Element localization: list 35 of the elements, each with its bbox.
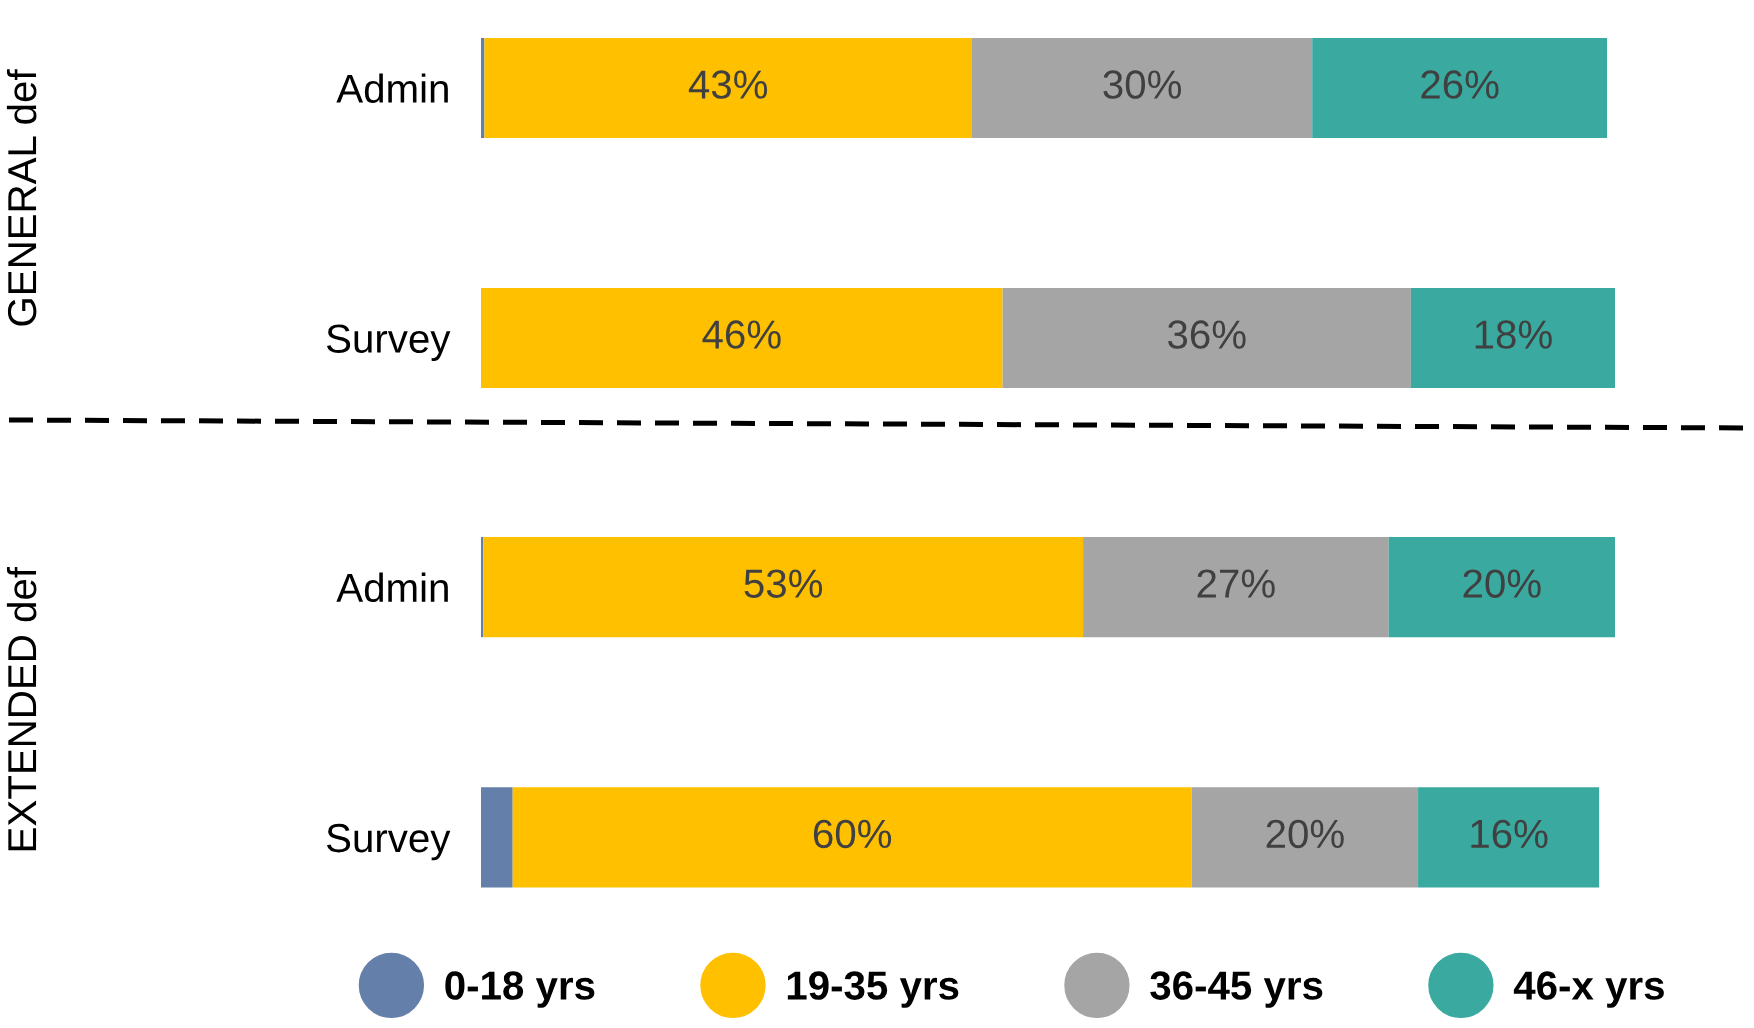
data-label: 20% (1463, 569, 1541, 598)
data-label: 60% (813, 819, 892, 849)
bar (1410, 288, 1615, 388)
data-label: 18% (1475, 320, 1552, 349)
bar (512, 787, 1192, 888)
legend-label: 0-18 yrs (445, 971, 595, 1008)
bar (1418, 787, 1600, 888)
data-label: 53% (744, 569, 823, 598)
bar (1388, 537, 1615, 638)
legend-label: 36-45 yrs (1150, 971, 1323, 1008)
data-label: 16% (1471, 819, 1548, 849)
bar (1002, 288, 1411, 388)
bar (484, 38, 973, 138)
data-label: 27% (1197, 569, 1275, 598)
legend-label: 19-35 yrs (787, 971, 959, 1008)
legend-label: 46-x yrs (1513, 971, 1664, 1008)
data-label: 43% (688, 70, 768, 99)
bar (1312, 38, 1608, 138)
bar (481, 288, 1003, 388)
y-tick-label: Survey (326, 324, 451, 361)
bar (483, 537, 1084, 638)
data-label: 26% (1421, 70, 1499, 99)
bar (1191, 787, 1419, 888)
data-label: 36% (1167, 320, 1246, 349)
bar (481, 787, 513, 888)
y-axis-title: EXTENDED def (6, 566, 37, 851)
bar (972, 38, 1313, 138)
data-label: 30% (1103, 70, 1181, 99)
y-tick-label: Admin (336, 73, 448, 103)
y-axis-title: GENERAL def (6, 69, 37, 326)
y-tick-label: Admin (336, 572, 448, 603)
y-tick-label: Survey (326, 823, 451, 861)
bar (1083, 537, 1389, 638)
data-label: 46% (702, 320, 781, 349)
data-label: 20% (1266, 819, 1344, 849)
